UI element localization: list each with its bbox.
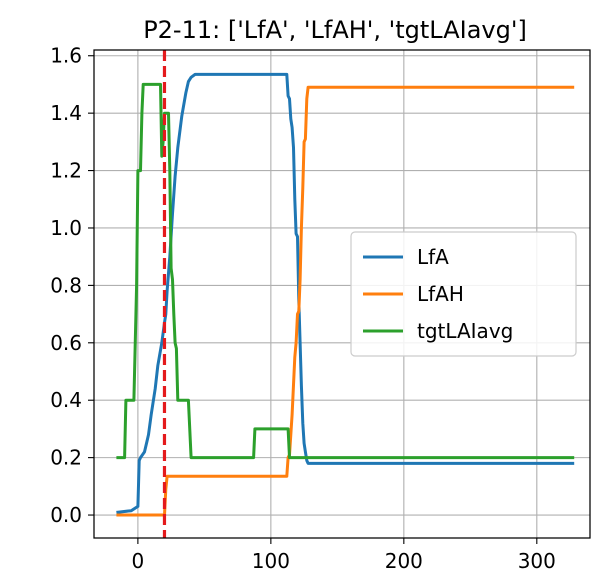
y-tick-label: 1.6 <box>50 44 82 68</box>
chart-title: P2-11: ['LfA', 'LfAH', 'tgtLAIavg'] <box>143 16 527 44</box>
x-tick-label: 0 <box>132 549 145 573</box>
y-tick-label: 0.6 <box>50 331 82 355</box>
series-line-lfa <box>116 72 575 514</box>
y-tick-label: 1.4 <box>50 101 82 125</box>
series-line-tgtlaiavg <box>116 82 575 460</box>
y-tick-label: 0.4 <box>50 388 82 412</box>
x-tick-label: 300 <box>518 549 556 573</box>
plot-frame <box>93 49 591 539</box>
legend-label-tgtlaiavg: tgtLAIavg <box>417 319 513 343</box>
y-tick-label: 0.8 <box>50 273 82 297</box>
y-tick-label: 1.0 <box>50 216 82 240</box>
series-line-lfah <box>116 85 575 517</box>
x-tick-label: 200 <box>385 549 423 573</box>
legend-box <box>350 231 577 357</box>
y-tick-label: 0.2 <box>50 446 82 470</box>
legend: LfA LfAH tgtLAIavg <box>350 231 577 357</box>
plot-series <box>116 72 575 517</box>
y-tick-label: 1.2 <box>50 159 82 183</box>
legend-label-lfa: LfA <box>417 245 449 269</box>
x-axis: 0 100 200 300 <box>132 538 556 573</box>
y-tick-label: 0.0 <box>50 503 82 527</box>
x-tick-label: 100 <box>252 549 290 573</box>
legend-label-lfah: LfAH <box>417 282 464 306</box>
y-axis: 0.0 0.2 0.4 0.6 0.8 1.0 1.2 1.4 1.6 <box>50 44 94 527</box>
